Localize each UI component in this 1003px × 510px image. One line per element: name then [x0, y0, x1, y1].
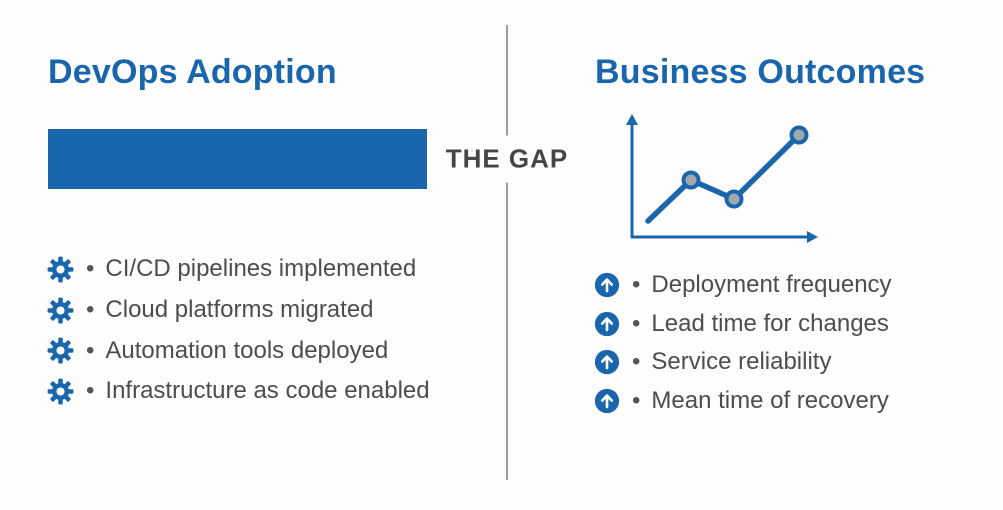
- list-item: • CI/CD pipelines implemented: [47, 249, 430, 290]
- list-item: • Lead time for changes: [594, 305, 892, 344]
- gap-label: THE GAP: [433, 135, 581, 183]
- list-item-label: Deployment frequency: [651, 271, 892, 299]
- circle-up-arrow-icon: [594, 349, 620, 375]
- bullet: •: [86, 296, 95, 324]
- right-column-title: Business Outcomes: [595, 53, 926, 91]
- circle-up-arrow-icon: [594, 388, 620, 414]
- list-item: • Cloud platforms migrated: [47, 290, 430, 331]
- list-item-label: Lead time for changes: [651, 309, 889, 337]
- list-item-label: CI/CD pipelines implemented: [105, 255, 417, 283]
- circle-up-arrow-icon: [594, 311, 620, 337]
- list-item: • Infrastructure as code enabled: [47, 371, 430, 412]
- bullet: •: [86, 336, 95, 364]
- gear-icon: [47, 337, 74, 364]
- bullet: •: [632, 271, 641, 299]
- circle-up-arrow-icon: [594, 272, 620, 298]
- adoption-bar: [48, 129, 427, 189]
- gear-icon: [47, 297, 74, 324]
- list-item-label: Infrastructure as code enabled: [105, 377, 430, 405]
- list-item: • Service reliability: [594, 343, 892, 382]
- devops-adoption-list: • CI/CD pipelines implemented: [47, 249, 430, 412]
- list-item-label: Mean time of recovery: [651, 387, 889, 415]
- vertical-divider: [506, 25, 508, 480]
- bullet: •: [632, 387, 641, 415]
- list-item-label: Service reliability: [651, 348, 832, 376]
- list-item: • Mean time of recovery: [594, 382, 892, 421]
- gear-icon: [47, 256, 74, 283]
- left-column-title: DevOps Adoption: [48, 53, 337, 91]
- bullet: •: [632, 309, 641, 337]
- list-item-label: Cloud platforms migrated: [105, 296, 374, 324]
- list-item: • Deployment frequency: [594, 266, 892, 305]
- bullet: •: [86, 255, 95, 283]
- business-outcomes-list: • Deployment frequency • Lead time for c…: [594, 266, 892, 420]
- list-item: • Automation tools deployed: [47, 330, 430, 371]
- gear-icon: [47, 378, 74, 405]
- bullet: •: [632, 348, 641, 376]
- list-item-label: Automation tools deployed: [105, 336, 389, 364]
- line-chart-trend-up-icon: [615, 112, 825, 247]
- bullet: •: [86, 377, 95, 405]
